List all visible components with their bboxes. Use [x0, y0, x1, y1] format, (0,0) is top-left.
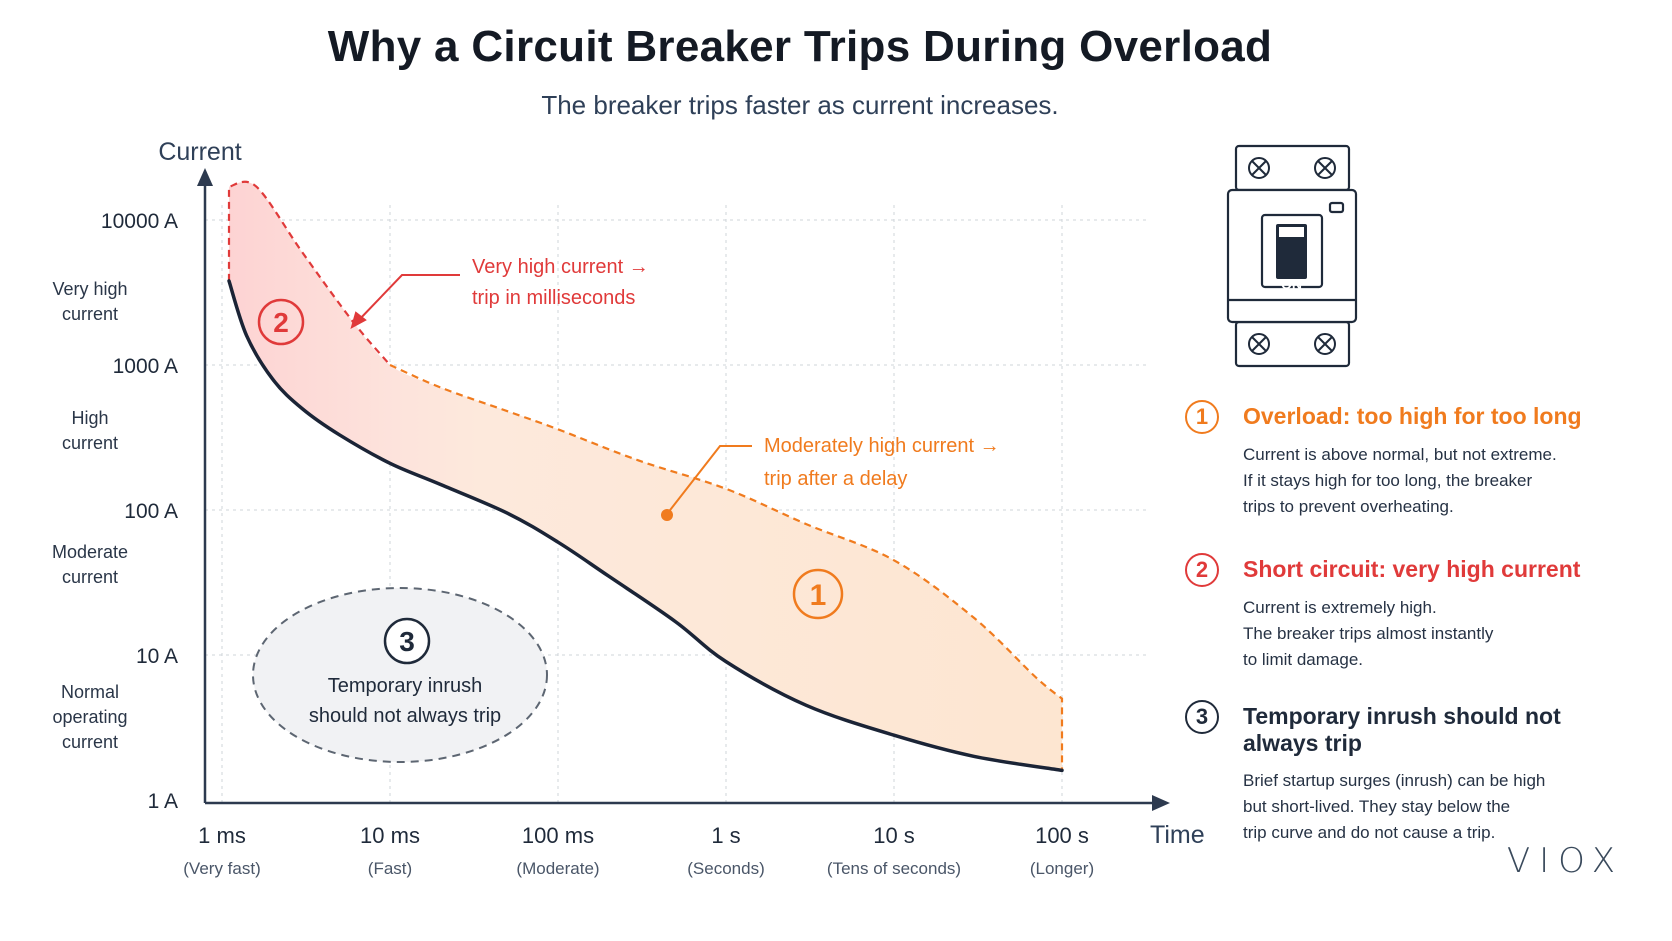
- legend-body-line: to limit damage.: [1243, 650, 1363, 669]
- x-axis-title: Time: [1150, 821, 1205, 849]
- legend-body-line: Current is above normal, but not extreme…: [1243, 445, 1557, 464]
- very-high-callout-line: Very high current →: [472, 256, 649, 278]
- legend-body-line: The breaker trips almost instantly: [1243, 624, 1494, 643]
- y-band-label: current: [62, 732, 118, 752]
- region-2-badge-icon: [257, 298, 305, 346]
- inrush-label-line: Temporary inrush: [328, 675, 483, 697]
- moderately-high-leader-line: [666, 445, 752, 515]
- y-band-label: current: [62, 304, 118, 324]
- very-high-leader-line: [356, 274, 460, 323]
- arrow-head-icon: [350, 311, 367, 330]
- region-3-badge-text: 3: [399, 626, 415, 657]
- region-1-badge-icon: [792, 568, 844, 620]
- legend-body-line: Current is extremely high.: [1243, 598, 1437, 617]
- badge-1-icon: 1: [1185, 400, 1219, 434]
- x-tick-note: (Tens of seconds): [827, 859, 961, 878]
- region-1-badge-text: 1: [810, 579, 827, 612]
- x-tick-note: (Very fast): [183, 859, 260, 878]
- x-tick-label: 100 s: [1035, 823, 1089, 848]
- y-band-label: operating: [52, 707, 127, 727]
- y-tick-label: 1000 A: [113, 355, 178, 378]
- trip-region-fill: [229, 181, 1062, 771]
- y-band-label: Normal: [61, 682, 119, 702]
- inrush-region: [252, 587, 548, 763]
- x-tick-label: 10 ms: [360, 823, 420, 848]
- y-tick-label: 10000 A: [101, 210, 178, 233]
- tick-labels: 1 ms (Very fast) 10 ms (Fast) 100 ms (Moderat…: [52, 138, 1205, 878]
- y-band-label: current: [62, 567, 118, 587]
- page-subtitle: The breaker trips faster as current incr…: [541, 90, 1059, 120]
- axes: [197, 168, 1170, 811]
- y-tick-label: 10 A: [136, 645, 178, 668]
- legend-title: Overload: too high for too long: [1243, 403, 1582, 429]
- y-axis-title: Current: [158, 138, 241, 166]
- x-tick-note: (Fast): [368, 859, 412, 878]
- badge-2-icon: 2: [1185, 553, 1219, 587]
- page-title: Why a Circuit Breaker Trips During Overl…: [327, 22, 1273, 71]
- legend-body-line: trips to prevent overheating.: [1243, 497, 1454, 516]
- y-band-label: current: [62, 433, 118, 453]
- x-tick-label: 1 ms: [198, 823, 246, 848]
- annotations: 2 1 Very high current → trip in millisecond…: [252, 256, 1000, 763]
- very-high-callout-line: trip in milliseconds: [472, 287, 635, 309]
- legend-body-line: If it stays high for too long, the break…: [1243, 471, 1533, 490]
- legend-body-line: but short-lived. They stay below the: [1243, 797, 1511, 816]
- moderately-high-callout-line: trip after a delay: [764, 468, 907, 490]
- x-tick-label: 10 s: [873, 823, 915, 848]
- y-band-label: High: [71, 408, 108, 428]
- y-band-label: Very high: [52, 279, 127, 299]
- x-tick-label: 100 ms: [522, 823, 594, 848]
- moderately-high-callout-line: Moderately high current →: [764, 435, 1000, 457]
- legend-body-line: Brief startup surges (inrush) can be hig…: [1243, 771, 1546, 790]
- legend-body-line: trip curve and do not cause a trip.: [1243, 823, 1496, 842]
- y-tick-label: 100 A: [124, 500, 178, 523]
- region-2-badge-text: 2: [273, 307, 289, 338]
- x-tick-note: (Longer): [1030, 859, 1094, 878]
- legend-title: Short circuit: very high current: [1243, 556, 1581, 582]
- badge-3-icon: 3: [1185, 700, 1219, 734]
- x-tick-label: 1 s: [711, 823, 740, 848]
- x-axis-arrow-icon: [1152, 795, 1170, 811]
- inrush-label-line: should not always trip: [309, 705, 501, 727]
- x-tick-note: (Seconds): [687, 859, 764, 878]
- trip-curve-lower: [227, 279, 1064, 773]
- leader-dot-icon: [661, 509, 673, 521]
- legend-title-line2: always trip: [1243, 730, 1362, 756]
- region-3-badge-icon: [383, 617, 431, 665]
- short-circuit-boundary: [227, 180, 391, 366]
- y-tick-label: 1 A: [148, 790, 178, 813]
- brand-logo: VIOX: [1506, 841, 1624, 881]
- y-axis-arrow-icon: [197, 168, 213, 186]
- y-band-label: Moderate: [52, 542, 128, 562]
- legend-title: Temporary inrush should not: [1243, 703, 1561, 729]
- x-tick-note: (Moderate): [516, 859, 599, 878]
